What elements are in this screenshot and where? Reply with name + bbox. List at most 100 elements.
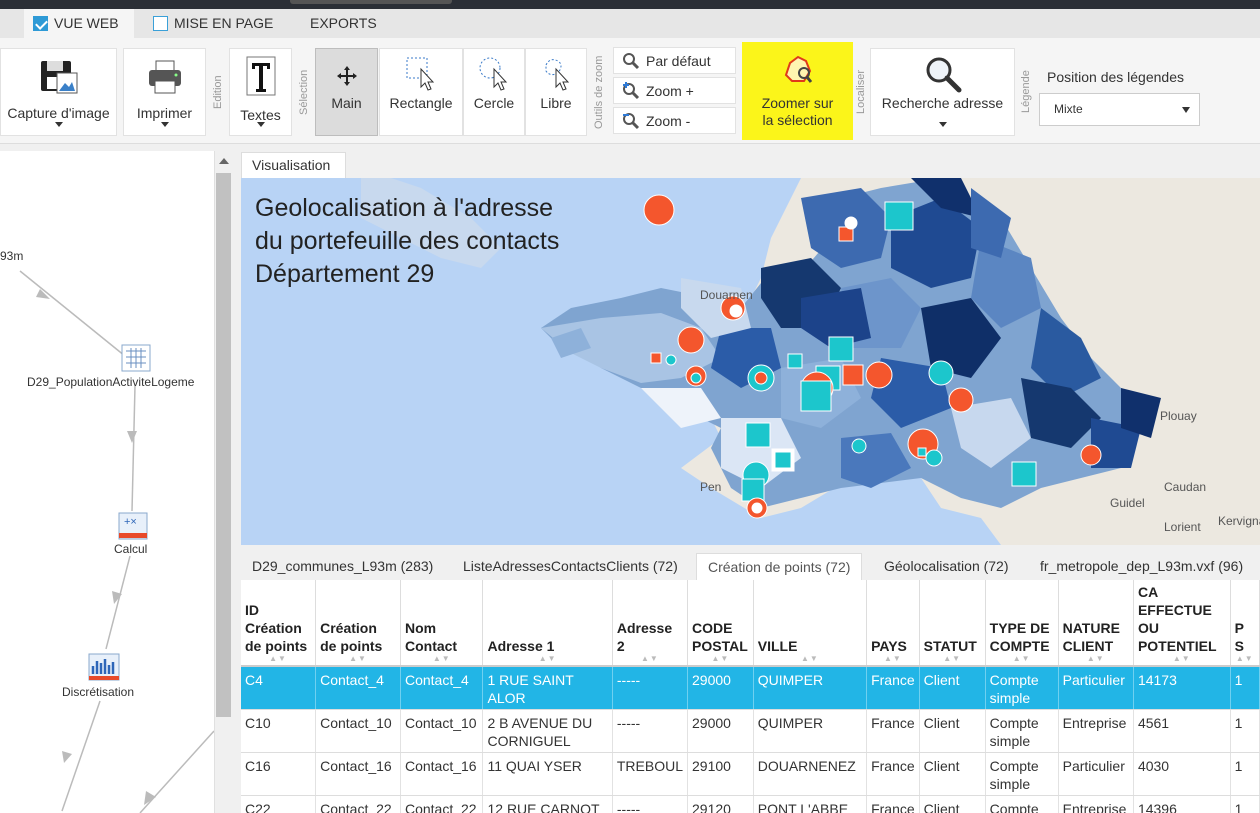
map-view[interactable]: Geolocalisation à l'adresse du portefeui…	[241, 178, 1260, 545]
checkbox-checked-icon[interactable]	[33, 16, 48, 31]
contact-point-marker[interactable]	[741, 478, 765, 502]
table-cell: 1	[1230, 795, 1260, 813]
tab-liste-adresses[interactable]: ListeAdressesContactsClients (72)	[463, 558, 678, 574]
contact-point-marker[interactable]	[774, 451, 792, 469]
tab-creation-points[interactable]: Création de points (72)	[696, 553, 863, 580]
column-header[interactable]: STATUT ▲▼	[919, 580, 986, 667]
sort-arrows-icon[interactable]: ▲▼	[349, 654, 367, 663]
table-row[interactable]: C22 Contact_22 Contact_22 12 RUE CARNOT ----…	[241, 795, 1260, 813]
node-population-label[interactable]: D29_PopulationActiviteLogeme	[27, 375, 195, 389]
sort-arrows-icon[interactable]: ▲▼	[943, 654, 962, 663]
column-header[interactable]: PAYS ▲▼	[866, 580, 920, 667]
column-header[interactable]: NATURE CLIENT ▲▼	[1058, 580, 1134, 667]
zoom-out-button[interactable]: Zoom -	[613, 107, 736, 134]
sort-arrows-icon[interactable]: ▲▼	[883, 654, 902, 663]
contact-point-marker[interactable]	[745, 422, 771, 448]
sort-arrows-icon[interactable]: ▲▼	[1235, 654, 1254, 663]
sort-arrows-icon[interactable]: ▲▼	[711, 654, 730, 663]
contact-point-marker[interactable]	[828, 336, 854, 362]
contact-point-marker[interactable]	[650, 352, 662, 364]
table-cell: France	[866, 752, 920, 796]
table-cell: Particulier	[1058, 752, 1134, 796]
contact-point-marker[interactable]	[754, 371, 768, 385]
contact-point-marker[interactable]	[1011, 461, 1037, 487]
table-cell: 1	[1230, 752, 1260, 796]
tab-visualisation[interactable]: Visualisation	[241, 152, 346, 178]
contact-point-marker[interactable]	[928, 360, 954, 386]
zoom-in-button[interactable]: Zoom +	[613, 77, 736, 104]
node-calcul-label[interactable]: Calcul	[114, 542, 148, 556]
column-header-label: VILLE	[757, 638, 798, 654]
column-header[interactable]: CODE POSTAL ▲▼	[687, 580, 754, 667]
contact-point-marker[interactable]	[842, 364, 864, 386]
contact-point-marker[interactable]	[948, 387, 974, 413]
contact-point-marker[interactable]	[844, 216, 858, 230]
capture-image-button[interactable]: Capture d'image	[0, 48, 117, 136]
zoom-selection-button[interactable]: Zoomer sur la sélection	[742, 42, 853, 140]
contact-point-marker[interactable]	[1080, 444, 1102, 466]
table-cell: -----	[612, 795, 689, 813]
column-header[interactable]: Adresse 1 ▲▼	[482, 580, 613, 667]
tab-vue-web[interactable]: VUE WEB	[24, 9, 134, 38]
checkbox-unchecked-icon[interactable]	[153, 16, 168, 31]
contact-points-layer[interactable]	[241, 178, 1260, 545]
print-button[interactable]: Imprimer	[123, 48, 206, 136]
contact-point-marker[interactable]	[729, 304, 743, 318]
column-header-label: ID Création de points	[245, 602, 308, 654]
node-discretisation-label[interactable]: Discrétisation	[62, 685, 135, 699]
table-row[interactable]: C4 Contact_4 Contact_4 1 RUE SAINT ALOR ----…	[241, 666, 1260, 710]
print-label: Imprimer	[136, 105, 193, 121]
contact-point-marker[interactable]	[787, 353, 803, 369]
tab-geolocalisation[interactable]: Géolocalisation (72)	[884, 558, 1009, 574]
scrollbar-thumb[interactable]	[216, 173, 231, 717]
table-cell: Contact_4	[400, 666, 484, 710]
table-cell: -----	[612, 709, 689, 753]
tab-mise-en-page[interactable]: MISE EN PAGE	[153, 9, 283, 38]
table-row[interactable]: C10 Contact_10 Contact_10 2 B AVENUE DU COR…	[241, 709, 1260, 753]
legend-position-select[interactable]: Mixte	[1039, 93, 1200, 126]
column-header[interactable]: P S ▲▼	[1230, 580, 1260, 667]
contact-point-marker[interactable]	[800, 380, 832, 412]
sort-arrows-icon[interactable]: ▲▼	[1012, 654, 1031, 663]
column-header[interactable]: CA EFFECTUE OU POTENTIEL ▲▼	[1133, 580, 1231, 667]
contact-point-marker[interactable]	[643, 194, 675, 226]
table-row[interactable]: C16 Contact_16 Contact_16 11 QUAI YSER TREBO…	[241, 752, 1260, 796]
sort-arrows-icon[interactable]: ▲▼	[1086, 654, 1105, 663]
contact-point-marker[interactable]	[917, 447, 927, 457]
circle-tool-button[interactable]: Cercle	[463, 48, 525, 136]
scroll-up-icon[interactable]	[219, 158, 229, 164]
main-tool-button[interactable]: Main	[315, 48, 378, 136]
column-header[interactable]: ID Création de points ▲▼	[241, 580, 317, 667]
sort-arrows-icon[interactable]: ▲▼	[432, 654, 451, 663]
sort-arrows-icon[interactable]: ▲▼	[641, 654, 659, 663]
contact-point-marker[interactable]	[884, 201, 914, 231]
sort-arrows-icon[interactable]: ▲▼	[1172, 654, 1191, 663]
data-table-container[interactable]: ID Création de points ▲▼ Création de point…	[241, 580, 1260, 813]
column-header-label: Nom Contact	[404, 620, 458, 654]
contact-point-marker[interactable]	[665, 354, 677, 366]
workflow-scrollbar[interactable]	[214, 151, 232, 813]
contact-point-marker[interactable]	[865, 361, 893, 389]
contact-point-marker[interactable]	[925, 449, 943, 467]
tab-exports[interactable]: EXPORTS	[310, 9, 390, 38]
column-header[interactable]: Adresse 2 ▲▼	[612, 580, 689, 667]
titlebar-control	[290, 0, 452, 4]
free-tool-button[interactable]: Libre	[525, 48, 587, 136]
zoom-default-button[interactable]: Par défaut	[613, 47, 736, 74]
address-search-button[interactable]: Recherche adresse	[870, 48, 1015, 136]
column-header[interactable]: Création de points ▲▼	[315, 580, 401, 667]
contact-point-marker[interactable]	[851, 438, 867, 454]
sort-arrows-icon[interactable]: ▲▼	[800, 654, 819, 663]
column-header[interactable]: TYPE DE COMPTE ▲▼	[985, 580, 1059, 667]
rectangle-tool-button[interactable]: Rectangle	[379, 48, 463, 136]
sort-arrows-icon[interactable]: ▲▼	[538, 654, 557, 663]
tab-fr-metropole[interactable]: fr_metropole_dep_L93m.vxf (96)	[1040, 558, 1244, 574]
sort-arrows-icon[interactable]: ▲▼	[269, 654, 287, 663]
contact-point-marker[interactable]	[751, 502, 763, 514]
tab-d29-communes[interactable]: D29_communes_L93m (283)	[252, 558, 434, 574]
contact-point-marker[interactable]	[690, 372, 702, 384]
contact-point-marker[interactable]	[677, 326, 705, 354]
column-header[interactable]: VILLE ▲▼	[753, 580, 868, 667]
texts-button[interactable]: Textes	[229, 48, 292, 136]
column-header[interactable]: Nom Contact ▲▼	[400, 580, 484, 667]
